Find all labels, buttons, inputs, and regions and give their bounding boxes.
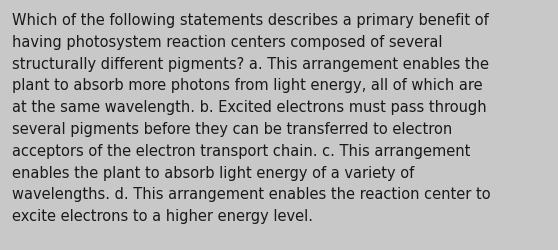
Text: wavelengths. d. This arrangement enables the reaction center to: wavelengths. d. This arrangement enables… bbox=[12, 187, 490, 202]
Text: plant to absorb more photons from light energy, all of which are: plant to absorb more photons from light … bbox=[12, 78, 483, 93]
Text: structurally different pigments? a. This arrangement enables the: structurally different pigments? a. This… bbox=[12, 56, 489, 71]
Text: several pigments before they can be transferred to electron: several pigments before they can be tran… bbox=[12, 122, 452, 136]
Text: having photosystem reaction centers composed of several: having photosystem reaction centers comp… bbox=[12, 35, 442, 50]
Text: at the same wavelength. b. Excited electrons must pass through: at the same wavelength. b. Excited elect… bbox=[12, 100, 487, 115]
Text: enables the plant to absorb light energy of a variety of: enables the plant to absorb light energy… bbox=[12, 165, 414, 180]
Text: Which of the following statements describes a primary benefit of: Which of the following statements descri… bbox=[12, 13, 489, 28]
Text: excite electrons to a higher energy level.: excite electrons to a higher energy leve… bbox=[12, 208, 313, 223]
Text: acceptors of the electron transport chain. c. This arrangement: acceptors of the electron transport chai… bbox=[12, 143, 470, 158]
